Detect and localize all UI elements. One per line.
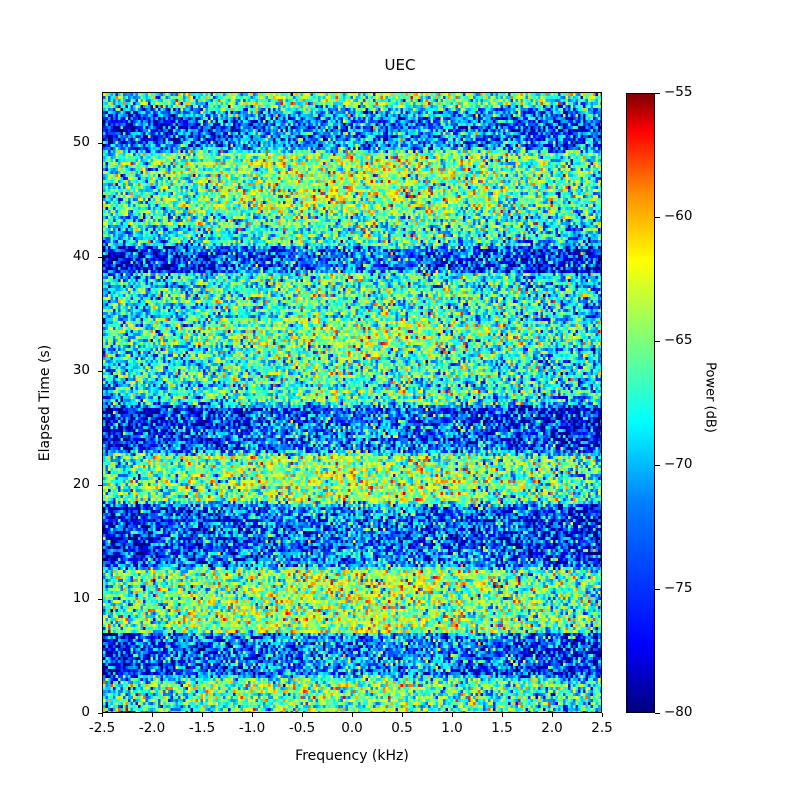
colorbar — [626, 93, 655, 713]
x-tick — [401, 713, 403, 717]
colorbar-tick-label: −70 — [664, 456, 693, 472]
x-tick — [451, 713, 453, 717]
colorbar-tick — [655, 588, 660, 590]
x-tick-label: 1.0 — [441, 720, 463, 736]
x-tick-label: -1.0 — [238, 720, 266, 736]
x-tick-label: 0.5 — [391, 720, 413, 736]
x-tick — [351, 713, 353, 717]
x-tick — [201, 713, 203, 717]
colorbar-tick — [655, 92, 660, 94]
x-tick — [101, 713, 103, 717]
y-tick-label: 0 — [81, 704, 90, 720]
x-axis-label: Frequency (kHz) — [295, 748, 409, 764]
x-tick-label: -0.5 — [288, 720, 316, 736]
colorbar-tick — [655, 216, 660, 218]
colorbar-tick-label: −60 — [664, 208, 693, 224]
y-tick-label: 30 — [72, 362, 90, 379]
colorbar-tick-label: −65 — [664, 332, 693, 348]
x-tick — [301, 713, 303, 717]
y-tick-label: 50 — [72, 134, 90, 151]
x-tick-label: 0.0 — [341, 720, 363, 736]
colorbar-tick — [655, 464, 660, 466]
x-tick-label: 2.5 — [591, 720, 613, 736]
y-tick — [98, 712, 102, 714]
x-tick — [251, 713, 253, 717]
colorbar-tick — [655, 712, 660, 714]
x-tick-label: 2.0 — [541, 720, 563, 736]
colorbar-tick — [655, 340, 660, 342]
x-tick-label: 1.5 — [491, 720, 513, 736]
colorbar-tick-label: −80 — [664, 704, 693, 720]
x-tick-label: -1.5 — [188, 720, 216, 736]
y-tick — [98, 598, 102, 600]
y-tick — [98, 142, 102, 144]
title-line-station: UEC — [384, 56, 416, 74]
colorbar-tick-label: −75 — [664, 580, 693, 596]
y-tick-label: 10 — [72, 590, 90, 607]
x-tick — [151, 713, 153, 717]
colorbar-label: Power (dB) — [702, 362, 718, 433]
x-tick — [551, 713, 553, 717]
y-tick — [98, 256, 102, 258]
spectrogram-image — [103, 93, 601, 712]
x-tick-label: -2.0 — [138, 720, 166, 736]
y-tick-label: 40 — [72, 248, 90, 265]
spectrogram-axes — [102, 92, 602, 713]
x-tick — [601, 713, 603, 717]
y-tick — [98, 370, 102, 372]
y-tick-label: 20 — [72, 476, 90, 493]
colorbar-tick-label: −55 — [664, 84, 693, 100]
x-tick-label: -2.5 — [88, 720, 116, 736]
x-tick — [501, 713, 503, 717]
y-tick — [98, 484, 102, 486]
y-axis-label: Elapsed Time (s) — [37, 344, 53, 462]
